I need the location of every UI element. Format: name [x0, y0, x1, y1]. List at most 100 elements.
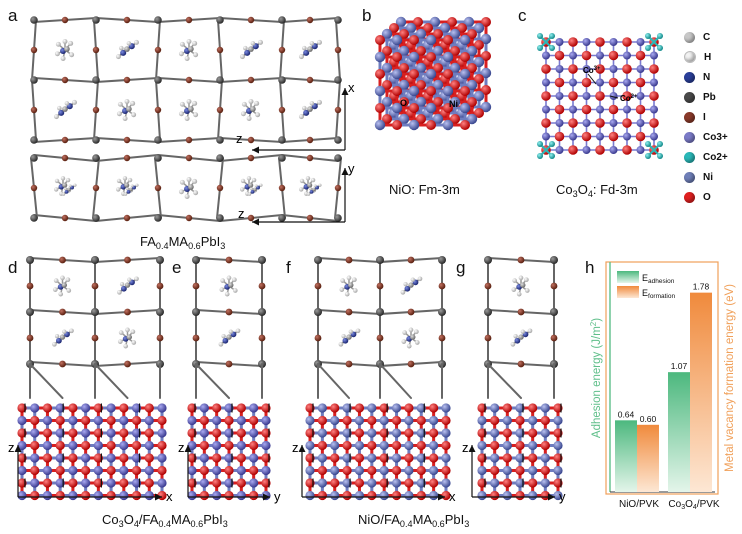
h-atom [53, 114, 59, 120]
i-atom [61, 76, 69, 84]
o-atom [375, 69, 385, 79]
o-atom [367, 490, 377, 501]
ni-atom [441, 453, 451, 463]
o-atom [553, 428, 563, 438]
h-atom [406, 343, 412, 349]
ni-atom [317, 403, 327, 413]
h-atom [318, 183, 322, 187]
o-atom [379, 428, 389, 438]
legend-swatch-adhesion [617, 271, 639, 283]
o-atom [342, 440, 352, 451]
co3-atom [131, 403, 142, 413]
ni-atom [502, 415, 512, 426]
h-atom [193, 52, 199, 58]
co2-atom [645, 141, 651, 147]
o-atom [540, 415, 550, 426]
ni-atom [480, 67, 492, 79]
o-atom [42, 478, 53, 488]
ni-atom [415, 96, 427, 108]
o-atom [490, 490, 500, 501]
h-atom [414, 340, 420, 345]
co3-atom [187, 415, 197, 426]
o-atom [649, 118, 659, 128]
ni-atom [404, 440, 414, 451]
co3-atom [596, 78, 604, 87]
o-atom [42, 453, 53, 463]
ni-atom [528, 440, 538, 451]
bar-adhesion-0 [615, 420, 637, 492]
bar-value-label: 1.07 [671, 361, 688, 371]
h-atom [69, 52, 75, 58]
n-atom [222, 337, 229, 344]
ni-atom [398, 45, 410, 57]
legend-item-pb: Pb [684, 90, 716, 104]
ni-atom [515, 428, 525, 438]
ni-atom [381, 96, 393, 108]
co2-atom [549, 153, 555, 159]
pb-atom [334, 16, 342, 24]
co3-atom [542, 51, 550, 60]
o-atom [581, 131, 592, 142]
caption-b: NiO: Fm-3m [389, 182, 460, 197]
ni-atom [374, 119, 386, 131]
o-atom [581, 50, 592, 61]
o-atom [581, 104, 592, 115]
co3-atom [30, 403, 40, 413]
o-atom [236, 428, 246, 438]
i-atom [517, 360, 525, 368]
o-atom [595, 118, 605, 128]
ni-atom [398, 79, 410, 91]
co3-atom [199, 403, 209, 413]
ni-atom [405, 22, 417, 34]
co3-atom [224, 428, 234, 438]
h-atom [226, 275, 232, 281]
legend-dot-ni [684, 171, 695, 183]
ni-atom [490, 403, 500, 413]
o-atom [502, 478, 512, 488]
i-atom [154, 184, 162, 192]
ni-atom [490, 453, 500, 463]
h-atom [65, 177, 71, 183]
o-atom [426, 120, 436, 130]
o-atom [490, 415, 500, 426]
o-atom [68, 428, 78, 438]
c-atom [124, 46, 130, 52]
pb-atom [550, 256, 558, 264]
co3-atom [542, 105, 550, 114]
i-atom [306, 214, 314, 222]
pb-atom [258, 308, 266, 316]
i-atom [278, 184, 286, 192]
o-atom [382, 46, 392, 56]
o-atom [608, 131, 619, 142]
atom-label-co3: Co3+ [583, 66, 601, 75]
o-atom [416, 114, 426, 124]
i-atom [123, 154, 131, 162]
i-atom [92, 106, 100, 114]
o-atom [477, 428, 487, 438]
h-atom [240, 178, 246, 184]
h-atom [116, 178, 122, 184]
i-atom [306, 16, 314, 24]
o-atom [581, 77, 592, 88]
i-atom [124, 308, 131, 316]
o-atom [305, 478, 315, 488]
co3-atom [17, 415, 27, 426]
ni-atom [330, 415, 340, 426]
legend-item-ni: Ni [684, 170, 713, 184]
o-atom [261, 453, 271, 463]
co3-atom [582, 38, 591, 46]
o-atom [568, 64, 578, 74]
panel-label-c: c [518, 6, 527, 25]
o-atom [249, 465, 259, 476]
o-atom [236, 453, 246, 463]
o-atom [608, 50, 619, 61]
co3-atom [144, 465, 154, 476]
y-axis-label-left: Adhesion energy (J/m2) [589, 318, 603, 438]
n-atom [126, 189, 131, 194]
o-atom [354, 428, 365, 438]
h-atom [524, 277, 529, 283]
ni-atom [502, 490, 512, 501]
co3-atom [650, 105, 658, 114]
ni-atom [379, 490, 389, 501]
